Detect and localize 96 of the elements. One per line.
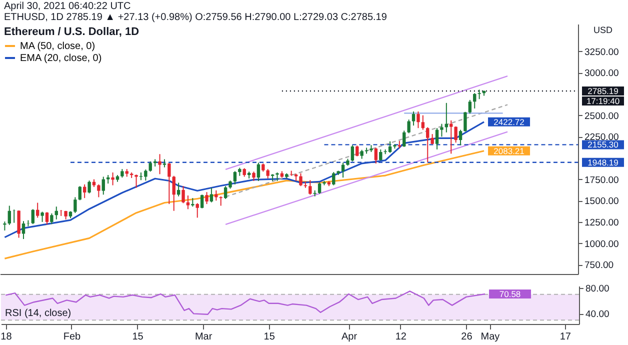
x-tick-label: 17 [560,332,572,342]
candlestick [435,128,439,150]
candlestick [219,196,222,206]
y-tick-label: 2500.00 [584,110,619,122]
candlestick [350,144,354,162]
candlestick [148,160,152,172]
x-tick-label: 12 [395,332,407,342]
candlestick [256,162,260,182]
candlestick [332,172,336,186]
candlestick [22,220,26,240]
candlestick [266,168,270,179]
y-tick-label: 1250.00 [584,217,619,228]
candlestick [379,148,382,162]
y-tick-label: 1000.00 [584,238,619,250]
candlestick [200,194,204,209]
data-label: 2155.30 [588,140,619,150]
text: April 30, 2021 06:40:22 UTC [4,1,132,12]
x-tick-label: 18 [0,332,12,342]
candlestick [473,92,476,109]
candlestick [36,202,40,218]
candlestick [454,126,458,144]
candlestick [421,114,425,130]
candlestick [205,192,208,205]
text: RSI (14, close) [5,308,72,319]
candlestick [464,111,467,132]
candlestick [158,154,162,175]
candlestick [17,210,20,238]
candlestick [252,171,256,182]
candlestick [407,119,410,134]
text: ETHUSD, 1D 2785.19 ▲ +27.13 (+0.98%) O:2759.56 H:2790.00 L:2729.03 C:2785.19 [4,12,388,23]
y-tick-label: 80.00 [586,283,610,294]
candlestick [478,89,481,100]
candlestick [88,180,91,194]
candlestick [416,110,420,129]
candlestick [374,147,378,164]
data-label: 2422.72 [494,116,525,127]
candlestick [318,182,322,194]
candlestick [102,176,105,196]
candlestick [176,182,180,197]
y-axis-title: USD [593,25,613,35]
candlestick [134,174,138,188]
x-tick-label: Mar [194,332,213,342]
y-tick-label: 1750.00 [584,174,619,186]
y-tick-label: 750.00 [584,260,614,272]
text: 17:19:40 [586,96,620,106]
candlestick [31,208,34,225]
candlestick [40,211,44,222]
candlestick [299,172,302,187]
candlestick [426,126,430,163]
y-tick-label: 1500.00 [584,196,619,208]
x-tick-label: Apr [341,332,358,342]
candlestick [182,186,185,204]
legend-label: MA (50, close, 0) [20,41,96,52]
candlestick [412,110,416,126]
x-tick-label: 15 [264,332,276,342]
candlestick [308,180,312,196]
y-tick-label: 3000.00 [584,68,619,80]
candlestick [458,129,462,146]
candlestick [82,184,86,199]
candlestick [111,172,114,186]
data-label: 1948.19 [588,157,619,168]
candlestick [233,170,237,185]
candlestick [8,205,11,226]
line-series [4,150,485,260]
candlestick [450,120,453,154]
candlestick [440,123,444,138]
candlestick [430,134,434,145]
candlestick [172,175,176,212]
data-label: 2083.21 [494,146,525,156]
candlestick [78,186,82,201]
legend-label: EMA (20, close, 0) [20,53,102,64]
x-tick-label: May [480,332,500,342]
candlestick [224,186,228,200]
chart-title: Ethereum / U.S. Dollar, 1D [4,26,140,38]
x-tick-label: Feb [63,332,82,342]
candlestick [12,209,16,224]
candlestick [50,212,54,225]
candlestick [97,184,100,198]
candlestick [45,212,49,226]
candlestick [26,220,30,227]
candlestick [468,99,472,114]
candlestick [196,202,199,218]
data-label: 2785.19 [588,86,619,96]
x-tick-label: 15 [132,332,144,342]
candlestick [356,145,359,157]
candlestick [402,130,406,148]
candlestick [290,170,293,176]
candlestick [214,190,218,202]
candlestick [168,162,171,205]
y-tick-label: 40.00 [586,309,610,320]
x-tick-label: 26 [461,332,473,342]
candlestick [210,187,214,203]
candlestick [74,196,77,214]
candlestick [186,195,190,210]
data-label: 70.58 [499,289,521,299]
y-tick-label: 3250.00 [584,46,619,58]
